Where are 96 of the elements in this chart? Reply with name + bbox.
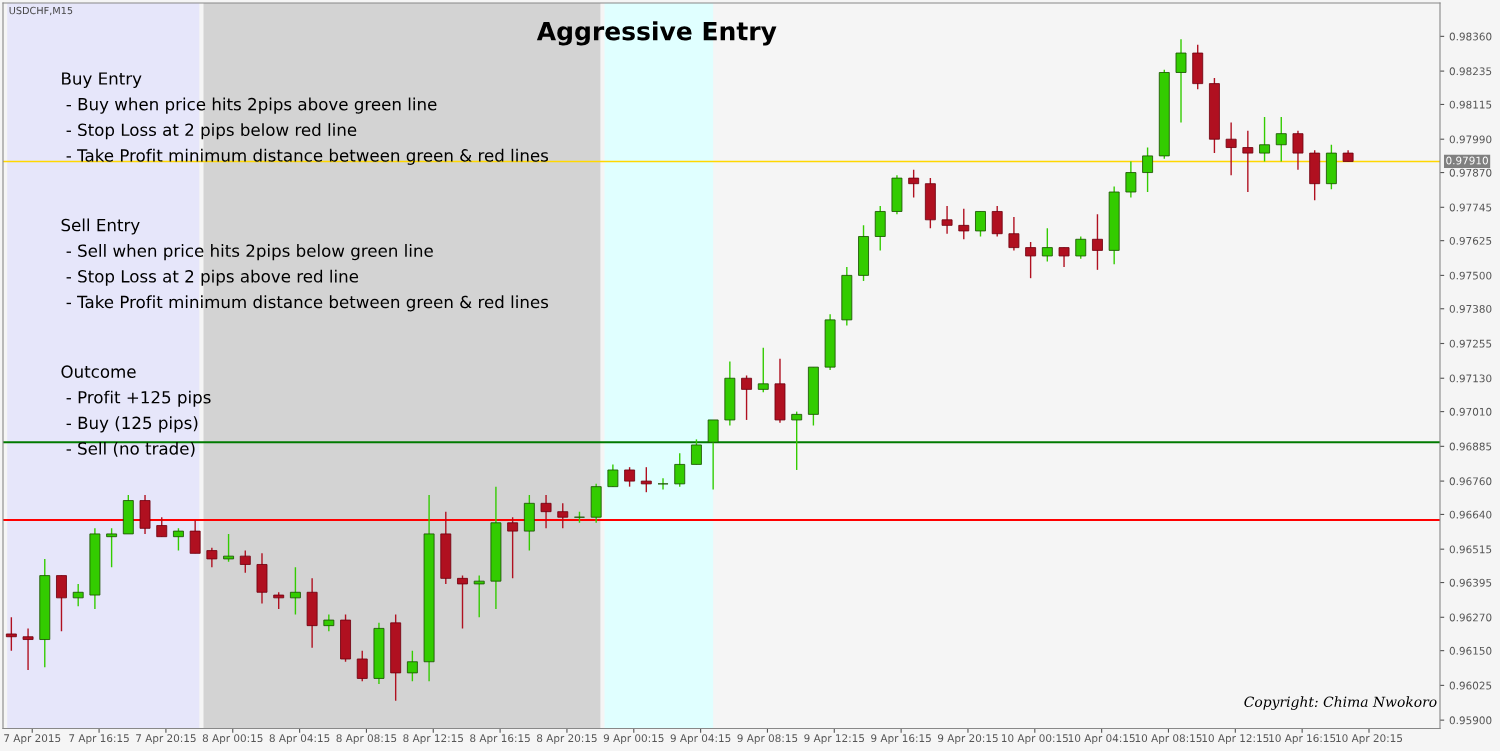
- y-tick-label: 0.96395: [1449, 578, 1492, 587]
- y-tick-label: 0.96150: [1449, 646, 1492, 655]
- annotation: Sell Entry - Sell when price hits 2pips below green line - Stop Loss at 2 pips above red line - Take Profit minimum distance between green & red lines: [61, 218, 549, 312]
- y-tick-label: 0.98360: [1449, 32, 1492, 41]
- candlestick: [5, 616, 17, 652]
- candlestick: [507, 516, 519, 580]
- candlestick: [908, 169, 920, 199]
- x-tick-label: 8 Apr 16:15: [470, 734, 530, 745]
- x-tick-label: 7 Apr 16:15: [69, 734, 129, 745]
- x-tick-label: 9 Apr 04:15: [670, 734, 731, 745]
- candlestick: [1075, 235, 1087, 260]
- y-tick-label: 0.96025: [1449, 681, 1492, 690]
- ref-line-label: 0.97910: [1446, 156, 1488, 165]
- candlestick: [206, 547, 218, 568]
- candlestick: [1125, 160, 1137, 199]
- x-tick-label: 9 Apr 00:15: [603, 734, 664, 745]
- candlestick: [72, 583, 84, 607]
- candlestick: [189, 519, 201, 555]
- x-tick-label: 7 Apr 2015: [4, 734, 61, 745]
- candlestick: [1092, 213, 1103, 271]
- y-tick-label: 0.97745: [1449, 203, 1492, 212]
- candlestick: [958, 207, 970, 240]
- x-tick-label: 10 Apr 04:15: [1068, 734, 1135, 745]
- candlestick: [1142, 146, 1154, 193]
- candlestick: [640, 466, 652, 493]
- candlestick: [1292, 130, 1304, 171]
- y-tick-label: 0.98235: [1449, 67, 1492, 76]
- y-tick-label: 0.97010: [1449, 407, 1492, 416]
- x-tick-label: 10 Apr 12:15: [1202, 734, 1269, 745]
- y-tick-label: 0.97255: [1449, 339, 1492, 348]
- candlestick: [624, 466, 636, 488]
- y-tick-label: 0.96640: [1449, 510, 1492, 519]
- candlestick: [239, 549, 251, 574]
- candlestick: [791, 410, 803, 471]
- candlestick: [757, 346, 769, 393]
- y-tick-label: 0.96885: [1449, 442, 1492, 451]
- candlestick: [975, 210, 986, 238]
- candlestick: [1175, 38, 1187, 124]
- candlestick: [106, 527, 118, 568]
- y-tick-label: 0.96515: [1449, 545, 1492, 554]
- candlestick: [1275, 116, 1287, 163]
- x-tick-label: 8 Apr 20:15: [537, 734, 597, 745]
- candlestick: [991, 205, 1003, 238]
- candlestick: [941, 205, 953, 235]
- y-tick-label: 0.98115: [1449, 100, 1492, 109]
- candlestick: [156, 516, 168, 538]
- candlestick: [1025, 241, 1037, 279]
- text: Aggressive Entry: [536, 21, 777, 46]
- candlestick: [557, 502, 569, 530]
- candlestick: [56, 574, 67, 632]
- x-tick-label: 7 Apr 20:15: [136, 734, 196, 745]
- x-tick-label: 9 Apr 08:15: [737, 734, 798, 745]
- candlestick: [173, 527, 184, 552]
- candlestick: [473, 574, 485, 618]
- y-tick-label: 0.97870: [1449, 168, 1492, 177]
- y-tick-label: 0.95900: [1449, 716, 1492, 725]
- x-tick-label: 8 Apr 04:15: [269, 734, 330, 745]
- candlestick: [540, 494, 552, 530]
- x-tick-label: 10 Apr 08:15: [1135, 734, 1202, 745]
- x-tick-label: 10 Apr 16:15: [1269, 734, 1336, 745]
- x-tick-label: 10 Apr 20:15: [1336, 734, 1403, 745]
- candlestick: [356, 649, 368, 682]
- candlestick: [22, 627, 34, 671]
- candlestick: [657, 477, 669, 491]
- candlestick: [741, 374, 752, 421]
- candlestick: [607, 463, 619, 488]
- annotation: Outcome - Profit +125 pips - Buy (125 pips) - Sell (no trade): [61, 365, 211, 457]
- annotation: Copyright: Chima Nwokoro: [1244, 696, 1437, 710]
- candlestick: [1058, 246, 1070, 268]
- y-tick-label: 0.96760: [1449, 477, 1492, 486]
- x-tick-label: 8 Apr 00:15: [202, 734, 263, 745]
- candlestick: [674, 452, 686, 488]
- annotation: USDCHF,M15: [9, 6, 73, 16]
- candlestick: [1008, 216, 1020, 252]
- x-tick-label: 8 Apr 08:15: [336, 734, 397, 745]
- x-tick-label: 10 Apr 00:15: [1001, 734, 1068, 745]
- x-tick-label: 8 Apr 12:15: [403, 734, 463, 745]
- candlestick: [691, 438, 702, 466]
- candlestick: [457, 574, 468, 630]
- x-tick-label: 9 Apr 12:15: [804, 734, 865, 745]
- y-tick-label: 0.97380: [1449, 304, 1492, 313]
- candlestick: [1225, 121, 1237, 177]
- candlestick: [289, 566, 301, 616]
- y-tick-label: 0.96270: [1449, 613, 1492, 622]
- candlestick: [1242, 130, 1254, 193]
- candlestick: [1041, 227, 1053, 263]
- candlestick: [223, 533, 235, 563]
- candlestick: [406, 649, 418, 682]
- y-tick-label: 0.97130: [1449, 374, 1492, 383]
- candlestick: [707, 419, 719, 491]
- x-tick-label: 9 Apr 16:15: [871, 734, 931, 745]
- candlestick: [1259, 116, 1270, 163]
- x-tick-label: 9 Apr 20:15: [937, 734, 998, 745]
- y-tick-label: 0.97625: [1449, 236, 1492, 245]
- y-tick-label: 0.97500: [1449, 271, 1492, 280]
- y-tick-label: 0.97990: [1449, 135, 1492, 144]
